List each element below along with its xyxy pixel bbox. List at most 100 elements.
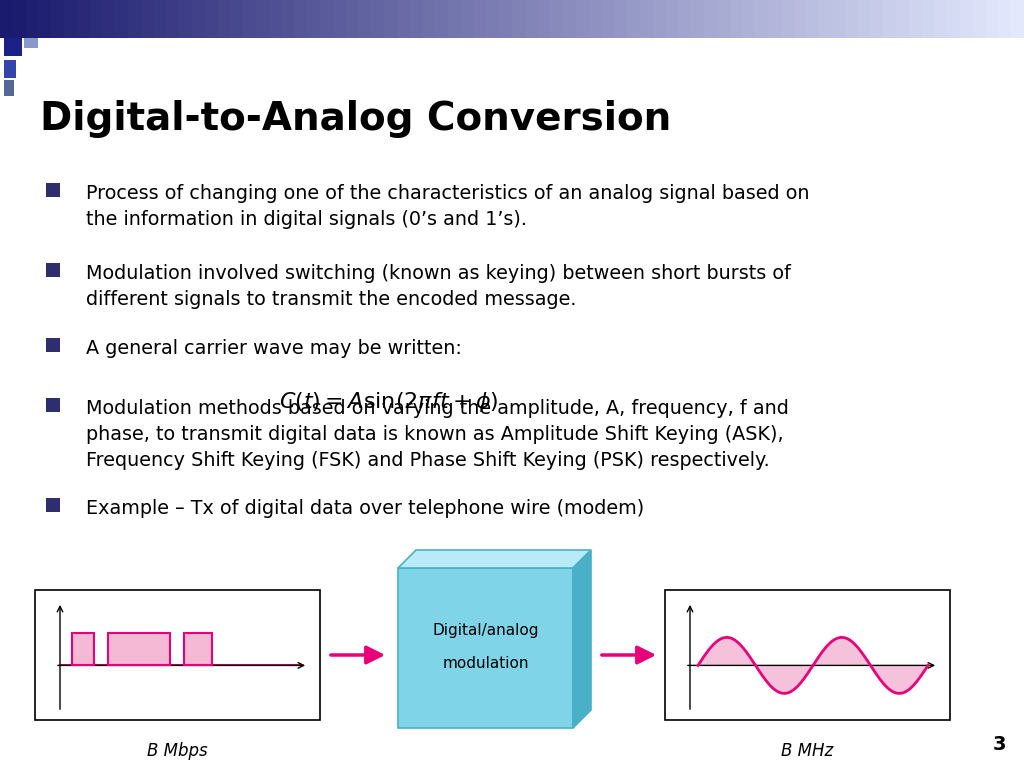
Bar	[896, 0, 909, 38]
Text: B Mbps: B Mbps	[147, 742, 208, 760]
Bar	[934, 0, 948, 38]
Bar	[768, 0, 781, 38]
Bar	[46, 338, 60, 352]
Bar	[998, 0, 1012, 38]
Bar	[486, 0, 500, 38]
Bar	[72, 634, 94, 665]
Bar	[26, 0, 39, 38]
Bar	[102, 0, 116, 38]
Bar	[39, 0, 52, 38]
Bar	[4, 38, 22, 56]
Text: B MHz: B MHz	[781, 742, 834, 760]
Bar	[831, 0, 846, 38]
Bar	[640, 0, 653, 38]
Bar	[346, 0, 359, 38]
Bar	[46, 398, 60, 412]
Bar	[563, 0, 577, 38]
Bar	[51, 0, 65, 38]
Bar	[794, 0, 807, 38]
Bar	[333, 0, 346, 38]
Bar	[268, 0, 283, 38]
Bar	[63, 0, 78, 38]
Bar	[858, 0, 871, 38]
Bar	[12, 0, 27, 38]
Bar	[575, 0, 590, 38]
Bar	[500, 0, 513, 38]
Bar	[90, 0, 103, 38]
Bar	[947, 0, 961, 38]
Bar	[295, 0, 308, 38]
Bar	[166, 0, 180, 38]
Polygon shape	[573, 550, 591, 728]
Bar	[742, 0, 756, 38]
Text: Modulation involved switching (known as keying) between short bursts of
differen: Modulation involved switching (known as …	[86, 264, 791, 309]
Bar	[128, 0, 141, 38]
Bar	[883, 0, 897, 38]
Bar	[35, 590, 319, 720]
Bar	[77, 0, 90, 38]
Text: modulation: modulation	[442, 656, 528, 671]
Bar	[551, 0, 564, 38]
Bar	[115, 0, 129, 38]
Bar	[678, 0, 692, 38]
Bar	[512, 0, 525, 38]
Bar	[473, 0, 487, 38]
Bar	[230, 0, 244, 38]
Bar	[184, 634, 212, 665]
Bar	[807, 0, 820, 38]
Text: A general carrier wave may be written:: A general carrier wave may be written:	[86, 339, 462, 358]
Bar	[193, 0, 206, 38]
Bar	[398, 568, 573, 728]
Bar	[717, 0, 730, 38]
Bar	[705, 0, 718, 38]
Bar	[24, 38, 38, 48]
Bar	[141, 0, 155, 38]
Bar	[909, 0, 923, 38]
Bar	[819, 0, 833, 38]
Bar	[46, 498, 60, 512]
Bar	[179, 0, 193, 38]
Bar	[371, 0, 385, 38]
Bar	[985, 0, 999, 38]
Bar	[397, 0, 411, 38]
Bar	[653, 0, 667, 38]
Bar	[205, 0, 218, 38]
Text: Modulation methods based on varying the amplitude, A, frequency, f and
phase, to: Modulation methods based on varying the …	[86, 399, 788, 469]
Text: Process of changing one of the characteristics of an analog signal based on
the : Process of changing one of the character…	[86, 184, 810, 229]
Bar	[282, 0, 295, 38]
Bar	[108, 634, 170, 665]
Bar	[0, 0, 13, 38]
Bar	[217, 0, 231, 38]
Bar	[973, 0, 986, 38]
Text: 3: 3	[992, 735, 1006, 754]
Bar	[4, 80, 14, 96]
Bar	[449, 0, 462, 38]
Bar	[422, 0, 436, 38]
Bar	[1012, 0, 1024, 38]
Text: Digital-to-Analog Conversion: Digital-to-Analog Conversion	[40, 100, 672, 138]
Bar	[691, 0, 705, 38]
Bar	[4, 60, 16, 78]
Bar	[665, 590, 950, 720]
Bar	[524, 0, 539, 38]
Bar	[384, 0, 397, 38]
Bar	[845, 0, 858, 38]
Polygon shape	[398, 550, 591, 568]
Bar	[461, 0, 474, 38]
Bar	[614, 0, 628, 38]
Text: Example – Tx of digital data over telephone wire (modem): Example – Tx of digital data over teleph…	[86, 499, 644, 518]
Bar	[435, 0, 449, 38]
Bar	[780, 0, 795, 38]
Bar	[358, 0, 372, 38]
Bar	[319, 0, 334, 38]
Bar	[256, 0, 269, 38]
Bar	[961, 0, 974, 38]
Bar	[46, 263, 60, 277]
Bar	[666, 0, 679, 38]
Bar	[154, 0, 167, 38]
Bar	[410, 0, 423, 38]
Bar	[589, 0, 602, 38]
Bar	[46, 183, 60, 197]
Bar	[244, 0, 257, 38]
Text: $C(t) = A\sin\!\left(2\pi ft+\phi\right)$: $C(t) = A\sin\!\left(2\pi ft+\phi\right)…	[280, 390, 499, 414]
